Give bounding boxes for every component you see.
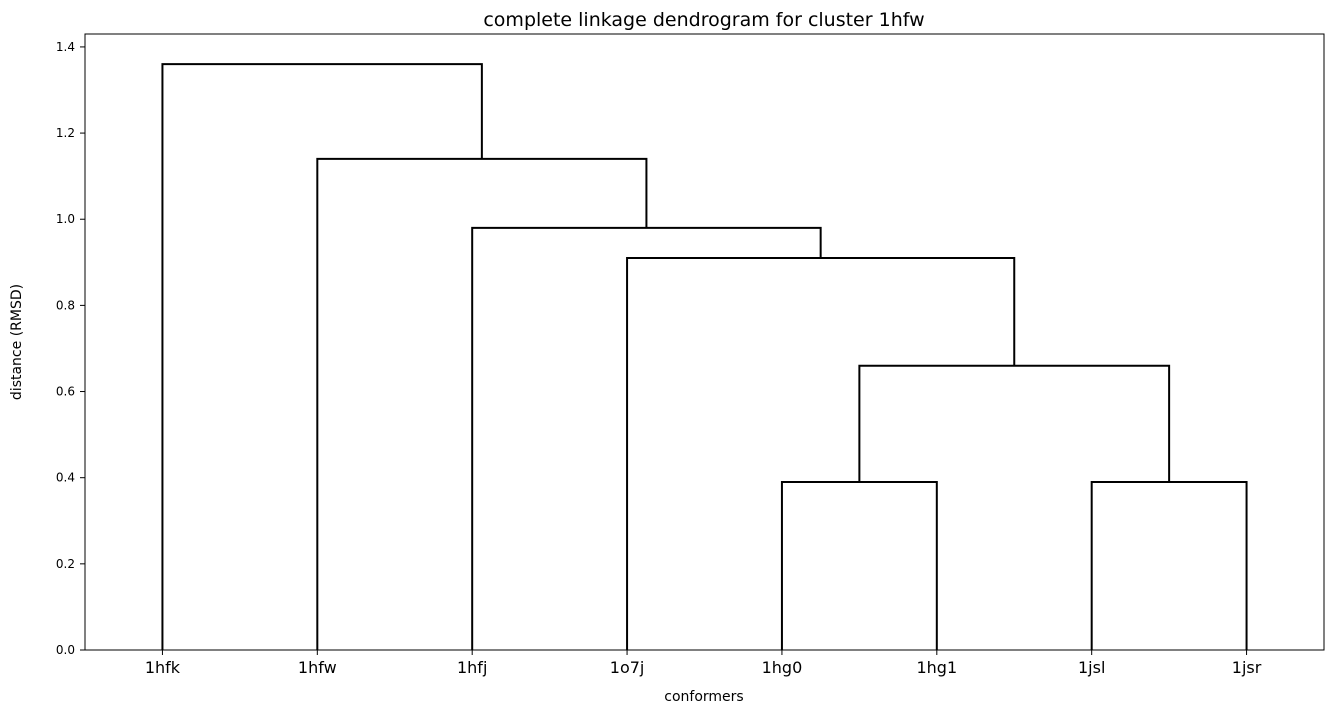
y-tick-label: 0.0: [56, 643, 75, 657]
y-tick-label: 1.4: [56, 40, 75, 54]
chart-title: complete linkage dendrogram for cluster …: [483, 9, 924, 31]
leaf-label: 1hfj: [457, 658, 487, 677]
y-tick-label: 1.2: [56, 126, 75, 140]
leaf-label: 1hfk: [145, 658, 181, 677]
leaf-label: 1jsr: [1232, 658, 1262, 677]
leaf-label: 1hfw: [298, 658, 337, 677]
leaf-label: 1jsl: [1078, 658, 1105, 677]
dendrogram-link: [858, 364, 1171, 482]
dendrogram-link: [780, 481, 938, 650]
leaf-label: 1hg0: [762, 658, 803, 677]
dendrogram-link: [161, 63, 483, 650]
dendrogram-link: [1090, 481, 1248, 650]
y-axis-label: distance (RMSD): [9, 284, 25, 400]
dendrogram-link: [316, 157, 648, 650]
x-axis-label: conformers: [664, 689, 743, 705]
y-tick-label: 1.0: [56, 212, 75, 226]
plot-area: 0.0 0.2 0.4 0.6 0.8 1.0 1.2 1.4 1hfk 1hfw 1hfj 1o7j…: [56, 33, 1325, 677]
dendrogram-link: [626, 257, 1016, 650]
y-tick-label: 0.8: [56, 298, 75, 312]
y-tick-label: 0.4: [56, 471, 75, 485]
y-tick-label: 0.6: [56, 385, 75, 399]
leaf-label: 1hg1: [916, 658, 957, 677]
plot-frame: [84, 33, 1325, 651]
dendrogram-link: [471, 226, 822, 650]
leaf-label: 1o7j: [610, 658, 645, 677]
y-tick-label: 0.2: [56, 557, 75, 571]
